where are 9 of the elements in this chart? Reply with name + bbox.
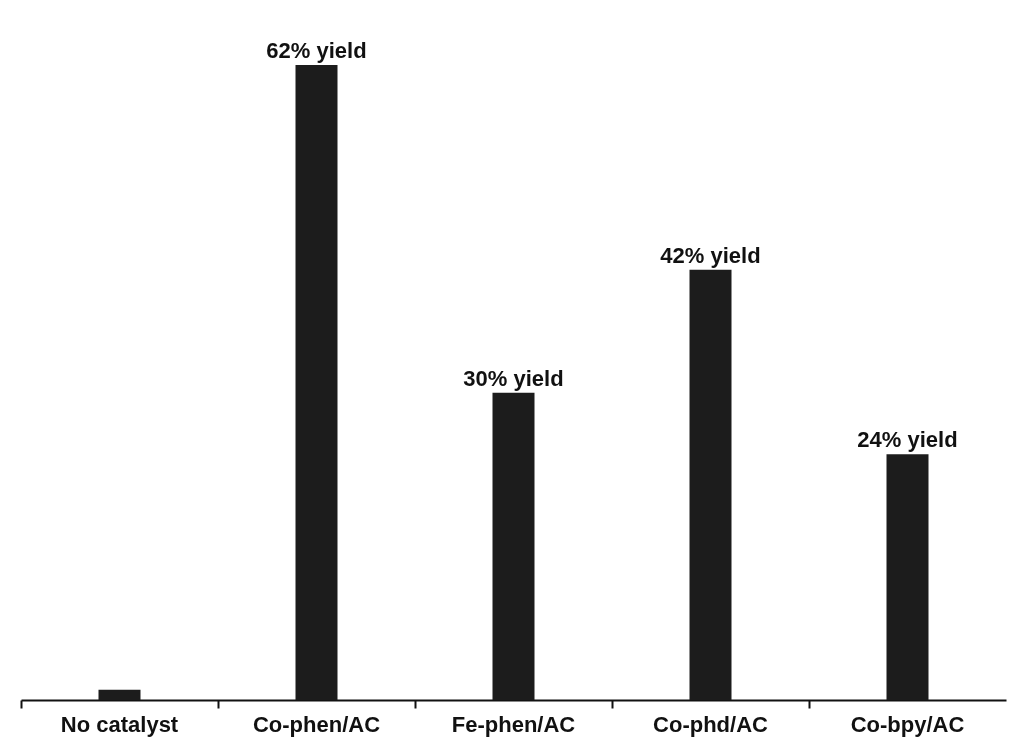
x-tick-label: Co-phd/AC — [653, 711, 769, 737]
data-label: 42% yield — [660, 242, 761, 268]
data-label: 24% yield — [857, 427, 958, 453]
data-label: 30% yield — [463, 365, 564, 391]
x-tick-label: Co-bpy/AC — [850, 711, 965, 737]
x-tick-label: Fe-phen/AC — [451, 711, 576, 737]
x-tick-label: Co-phen/AC — [252, 711, 381, 737]
data-label: 62% yield — [266, 38, 367, 63]
x-tick-label: No catalyst — [60, 711, 179, 737]
